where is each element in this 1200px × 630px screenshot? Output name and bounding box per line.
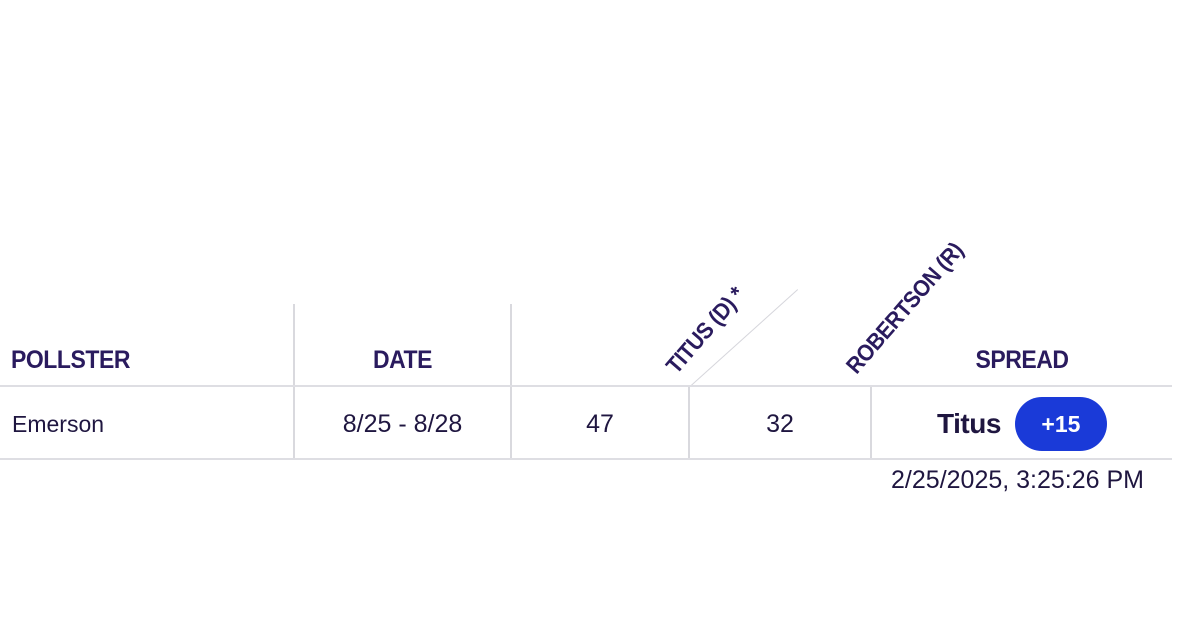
cell-robertson-value: 32 bbox=[766, 410, 794, 438]
header-pollster: POLLSTER bbox=[11, 346, 130, 374]
column-divider bbox=[688, 386, 690, 459]
header-candidate-titus: TITUS (D) * bbox=[660, 281, 750, 379]
header-bottom-border bbox=[0, 385, 1172, 387]
column-divider bbox=[293, 304, 295, 459]
cell-titus-value: 47 bbox=[586, 410, 614, 438]
timestamp: 2/25/2025, 3:25:26 PM bbox=[891, 466, 1144, 494]
spread-badge: +15 bbox=[1014, 397, 1107, 451]
row-bottom-border bbox=[0, 458, 1172, 460]
header-spread: SPREAD bbox=[975, 346, 1069, 374]
column-divider bbox=[510, 304, 512, 459]
header-date: DATE bbox=[372, 346, 433, 374]
cell-date: 8/25 - 8/28 bbox=[342, 410, 463, 438]
column-divider bbox=[870, 386, 872, 459]
cell-spread: Titus +15 bbox=[872, 396, 1172, 452]
spread-leader: Titus bbox=[937, 408, 1001, 439]
cell-pollster: Emerson bbox=[12, 411, 105, 437]
